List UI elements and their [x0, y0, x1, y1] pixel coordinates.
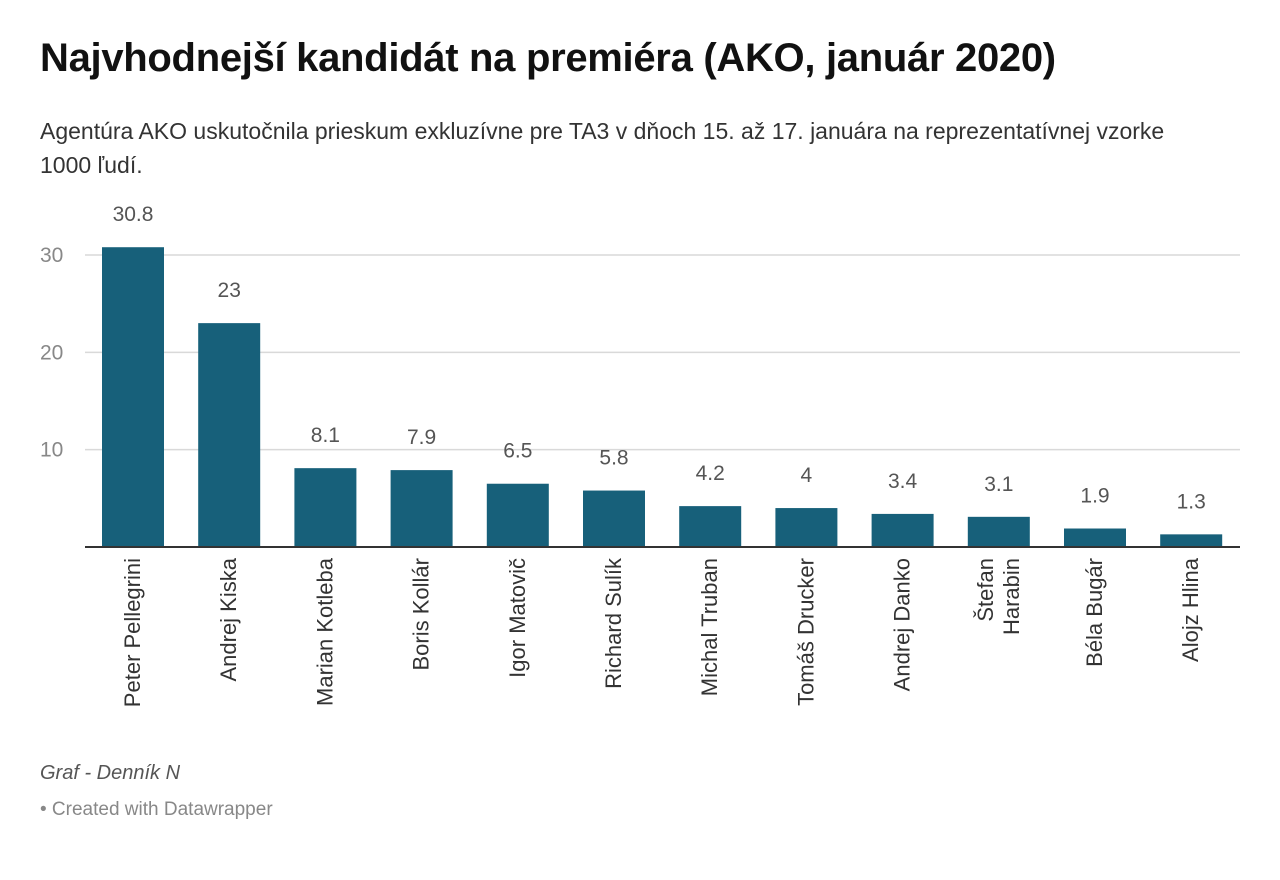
x-category-label: Richard Sulík [601, 557, 626, 689]
bar [679, 506, 742, 547]
bar [1064, 528, 1126, 547]
x-axis-labels: Peter Pellegrini Andrej Kiska Marian Kotle… [120, 557, 1203, 707]
value-label: 8.1 [311, 424, 340, 447]
bar [486, 483, 549, 547]
value-label: 3.1 [984, 473, 1013, 496]
value-label: 23 [218, 279, 241, 302]
y-axis-ticks: 10 20 30 [40, 244, 63, 462]
x-category-label: Igor Matovič [505, 558, 530, 678]
bar [102, 247, 164, 548]
value-label: 1.9 [1080, 485, 1109, 508]
x-category-label: Boris Kollár [409, 558, 434, 670]
x-category-label: Andrej Kiska [216, 557, 241, 681]
x-category-label: Andrej Danko [890, 558, 915, 691]
value-label: 5.8 [599, 447, 628, 470]
chart-title: Najvhodnejší kandidát na premiéra (AKO, … [40, 36, 1056, 80]
bar-chart: 10 20 30 30.8 23 8.1 7.9 6.5 5.8 4.2 4 3.4 3.1 1.9 1.… [40, 203, 1240, 707]
x-category-label: Harabin [999, 558, 1024, 635]
bar [1160, 534, 1223, 547]
x-category-label: Michal Truban [697, 558, 722, 696]
y-tick-label: 20 [40, 341, 63, 364]
x-category-label: Tomáš Drucker [793, 558, 818, 706]
x-category-label: Alojz Hlina [1178, 557, 1203, 662]
bar [583, 490, 645, 547]
x-category-label: Béla Bugár [1082, 558, 1107, 667]
gridlines [85, 254, 1240, 451]
value-label: 4 [801, 464, 813, 487]
bars [102, 247, 1223, 548]
bar [294, 468, 357, 547]
bar [390, 470, 453, 547]
datawrapper-credit[interactable]: • Created with Datawrapper [40, 799, 273, 820]
y-tick-label: 30 [40, 244, 63, 267]
chart-subtitle: Agentúra AKO uskutočnila prieskum exkluz… [40, 118, 1165, 178]
bar [198, 323, 261, 547]
x-category-label: Štefan [973, 558, 998, 622]
value-label: 4.2 [696, 462, 725, 485]
value-labels: 30.8 23 8.1 7.9 6.5 5.8 4.2 4 3.4 3.1 1.9 1.3 [113, 203, 1206, 513]
x-category-label: Marian Kotleba [312, 557, 337, 706]
value-label: 6.5 [503, 440, 532, 463]
source-note: Graf - Denník N [40, 762, 181, 784]
y-tick-label: 10 [40, 439, 63, 462]
bar [871, 513, 934, 547]
x-category-label: Peter Pellegrini [120, 558, 145, 707]
value-label: 3.4 [888, 470, 918, 493]
bar [775, 508, 838, 547]
bar [967, 516, 1030, 547]
value-label: 7.9 [407, 426, 436, 449]
value-label: 1.3 [1177, 490, 1206, 513]
value-label: 30.8 [113, 203, 154, 226]
